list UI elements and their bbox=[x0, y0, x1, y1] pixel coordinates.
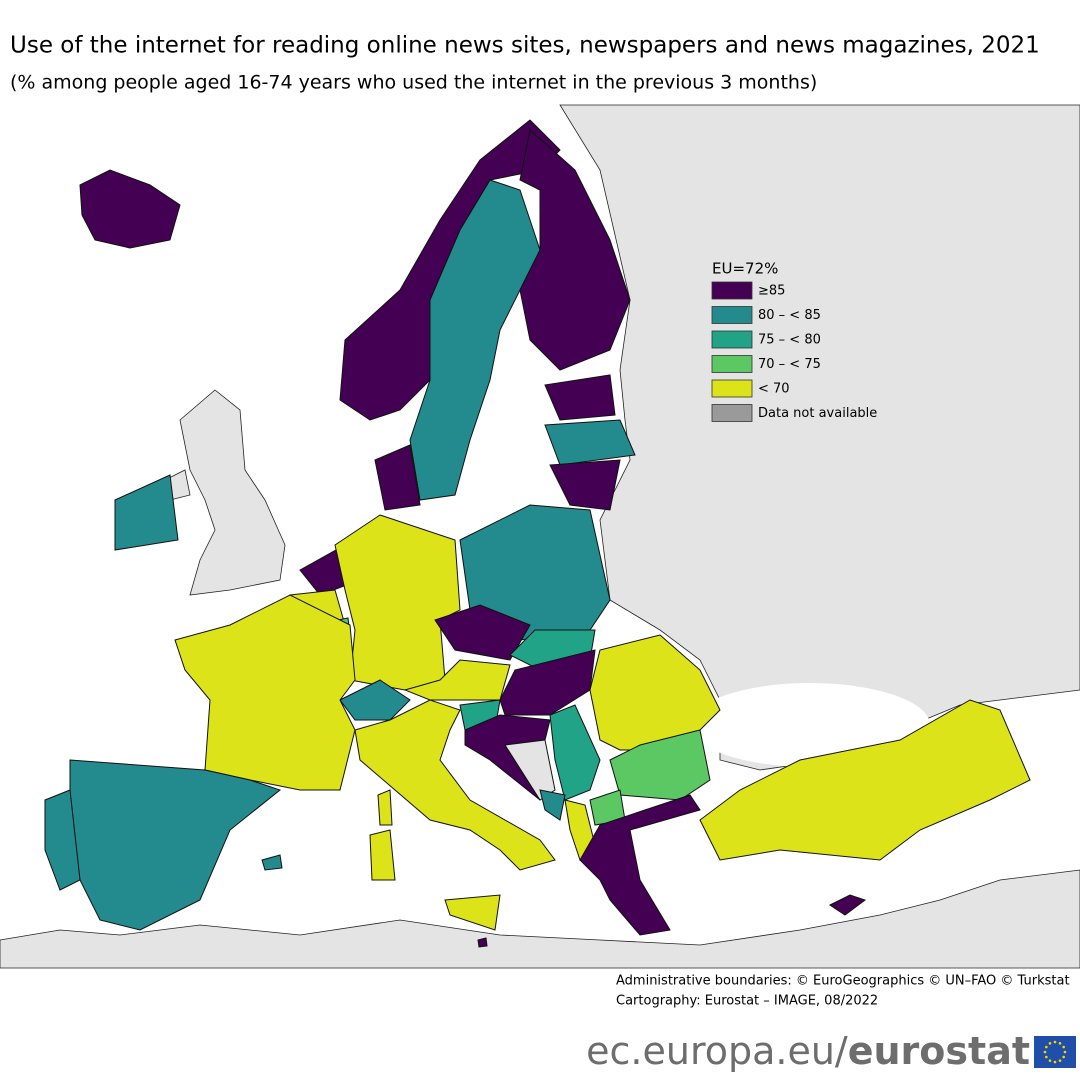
country bbox=[579, 794, 701, 936]
legend-swatch bbox=[711, 281, 753, 300]
legend-label: < 70 bbox=[758, 382, 790, 397]
legend-swatch bbox=[711, 355, 753, 373]
eu-flag bbox=[1034, 1036, 1076, 1068]
flag-star bbox=[1048, 1042, 1052, 1045]
country bbox=[354, 699, 556, 871]
credit: Administrative boundaries: © EuroGeograp… bbox=[616, 974, 1070, 989]
footer-site: ec.europa.eu/ bbox=[586, 1029, 848, 1073]
country bbox=[339, 679, 411, 721]
country bbox=[549, 704, 601, 801]
country bbox=[519, 129, 631, 371]
flag-star bbox=[1063, 1050, 1067, 1054]
legend-swatch bbox=[711, 306, 753, 324]
country bbox=[549, 459, 621, 511]
country bbox=[409, 179, 541, 501]
country bbox=[377, 789, 393, 826]
legend-label: 80 – < 85 bbox=[758, 308, 821, 323]
flag-star bbox=[1045, 1045, 1048, 1049]
legend-swatch bbox=[711, 404, 753, 422]
credit: Cartography: Eurostat – IMAGE, 08/2022 bbox=[616, 994, 878, 1009]
country bbox=[174, 594, 356, 791]
country bbox=[504, 739, 556, 801]
footer: ec.europa.eu/eurostat bbox=[586, 1029, 1030, 1073]
flag-star bbox=[1045, 1055, 1048, 1059]
country bbox=[699, 699, 1031, 861]
country bbox=[589, 634, 721, 751]
flag-star bbox=[1053, 1040, 1057, 1044]
legend-label: ≥85 bbox=[758, 284, 785, 299]
subtitle: (% among people aged 16-74 years who use… bbox=[10, 72, 817, 94]
flag-star bbox=[1053, 1060, 1057, 1064]
flag-star bbox=[1058, 1059, 1062, 1062]
country bbox=[444, 894, 501, 931]
map bbox=[0, 104, 1080, 969]
country bbox=[69, 759, 282, 931]
country bbox=[369, 829, 396, 881]
title: Use of the internet for reading online n… bbox=[10, 33, 1040, 59]
land-east bbox=[559, 104, 1080, 771]
legend-label: Data not available bbox=[758, 406, 877, 421]
country bbox=[434, 604, 531, 661]
land-africa bbox=[0, 869, 1080, 969]
flag-star bbox=[1043, 1050, 1047, 1054]
country bbox=[79, 169, 181, 249]
legend-label: 75 – < 80 bbox=[758, 333, 821, 348]
country bbox=[829, 894, 867, 916]
country bbox=[539, 789, 566, 821]
flag-star bbox=[1062, 1055, 1065, 1059]
country bbox=[544, 419, 636, 466]
country bbox=[261, 854, 283, 871]
country bbox=[114, 474, 179, 551]
country bbox=[477, 937, 488, 948]
footer-brand: eurostat bbox=[848, 1029, 1030, 1073]
land-uk bbox=[179, 389, 286, 596]
flag-star bbox=[1048, 1059, 1052, 1062]
country bbox=[544, 374, 616, 421]
legend-swatch bbox=[711, 379, 753, 398]
flag-star bbox=[1062, 1045, 1065, 1049]
legend: EU=72% ≥85 80 – < 85 75 – < 80 70 – < 75 < 7… bbox=[711, 260, 877, 422]
country bbox=[374, 444, 421, 511]
legend-swatch bbox=[711, 330, 753, 349]
legend-label: 70 – < 75 bbox=[758, 357, 821, 372]
legend-title: EU=72% bbox=[712, 260, 778, 278]
country bbox=[44, 789, 81, 891]
flag-star bbox=[1058, 1042, 1062, 1045]
